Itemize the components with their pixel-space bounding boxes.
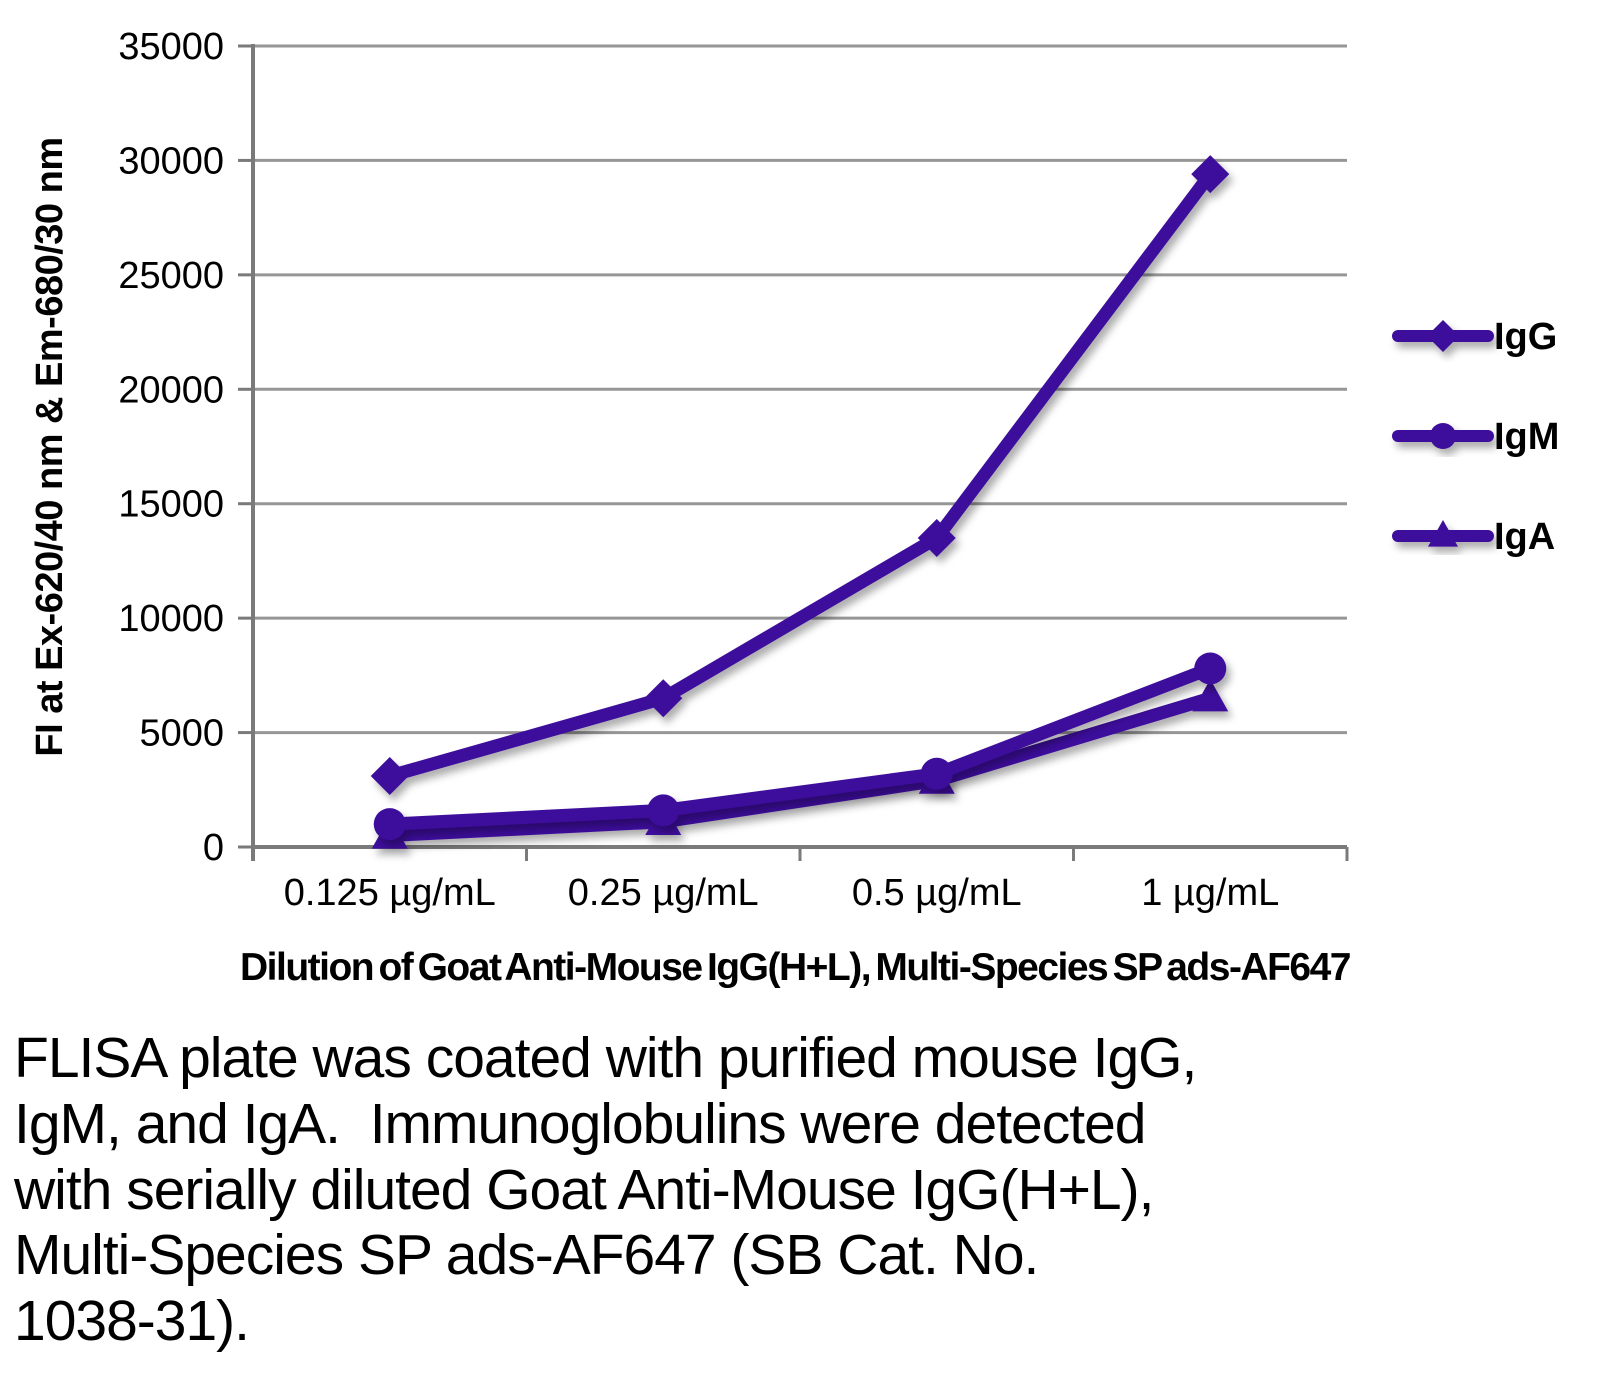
series-IgG-marker [1191,155,1230,194]
series-IgG [370,155,1230,796]
series-IgM-marker [647,794,680,827]
legend-marker-circle [1430,423,1456,449]
x-tick-label: 0.25 µg/mL [568,872,759,914]
series-IgM-marker [920,757,953,790]
y-axis-title: FI at Ex-620/40 nm & Em-680/30 nm [29,137,71,756]
y-tick-label: 10000 [118,598,224,640]
legend-label: IgM [1494,416,1559,458]
series-IgG-marker [917,519,956,558]
legend-item-IgG [1392,320,1494,352]
y-tick-label: 35000 [118,26,224,68]
series-IgG-marker [644,679,683,718]
legend-label: IgA [1494,516,1555,558]
y-tick-label: 25000 [118,255,224,297]
y-tick-label: 0 [203,827,224,869]
y-tick-label: 15000 [118,484,224,526]
series-IgM [373,652,1227,841]
series-IgG-line [383,167,1217,783]
legend-item-IgA [1392,520,1494,547]
series-IgA-marker [1192,679,1229,712]
legend-label: IgG [1494,316,1557,358]
x-axis-title: Dilution of Goat Anti-Mouse IgG(H+L), Mu… [240,946,1350,989]
series-IgA-line [383,691,1217,843]
legend-item-IgM [1392,423,1494,449]
series-IgG-marker [370,757,409,796]
x-tick-label: 0.125 µg/mL [284,872,496,914]
legend-marker-triangle [1428,520,1458,547]
y-tick-label: 20000 [118,369,224,411]
series-IgM-marker [1194,652,1227,685]
series-IgM-marker [373,808,406,841]
x-tick-label: 0.5 µg/mL [852,872,1022,914]
y-tick-label: 30000 [118,140,224,182]
line-chart: 0 5000 10000 15000 20000 25000 30000 35000 0.125… [29,26,1559,989]
y-tick-label: 5000 [139,713,224,755]
legend-marker-diamond [1427,320,1459,352]
caption: FLISA plate was coated with purified mou… [14,1026,1197,1354]
series-IgM-line [383,661,1217,831]
x-tick-label: 1 µg/mL [1141,872,1279,914]
